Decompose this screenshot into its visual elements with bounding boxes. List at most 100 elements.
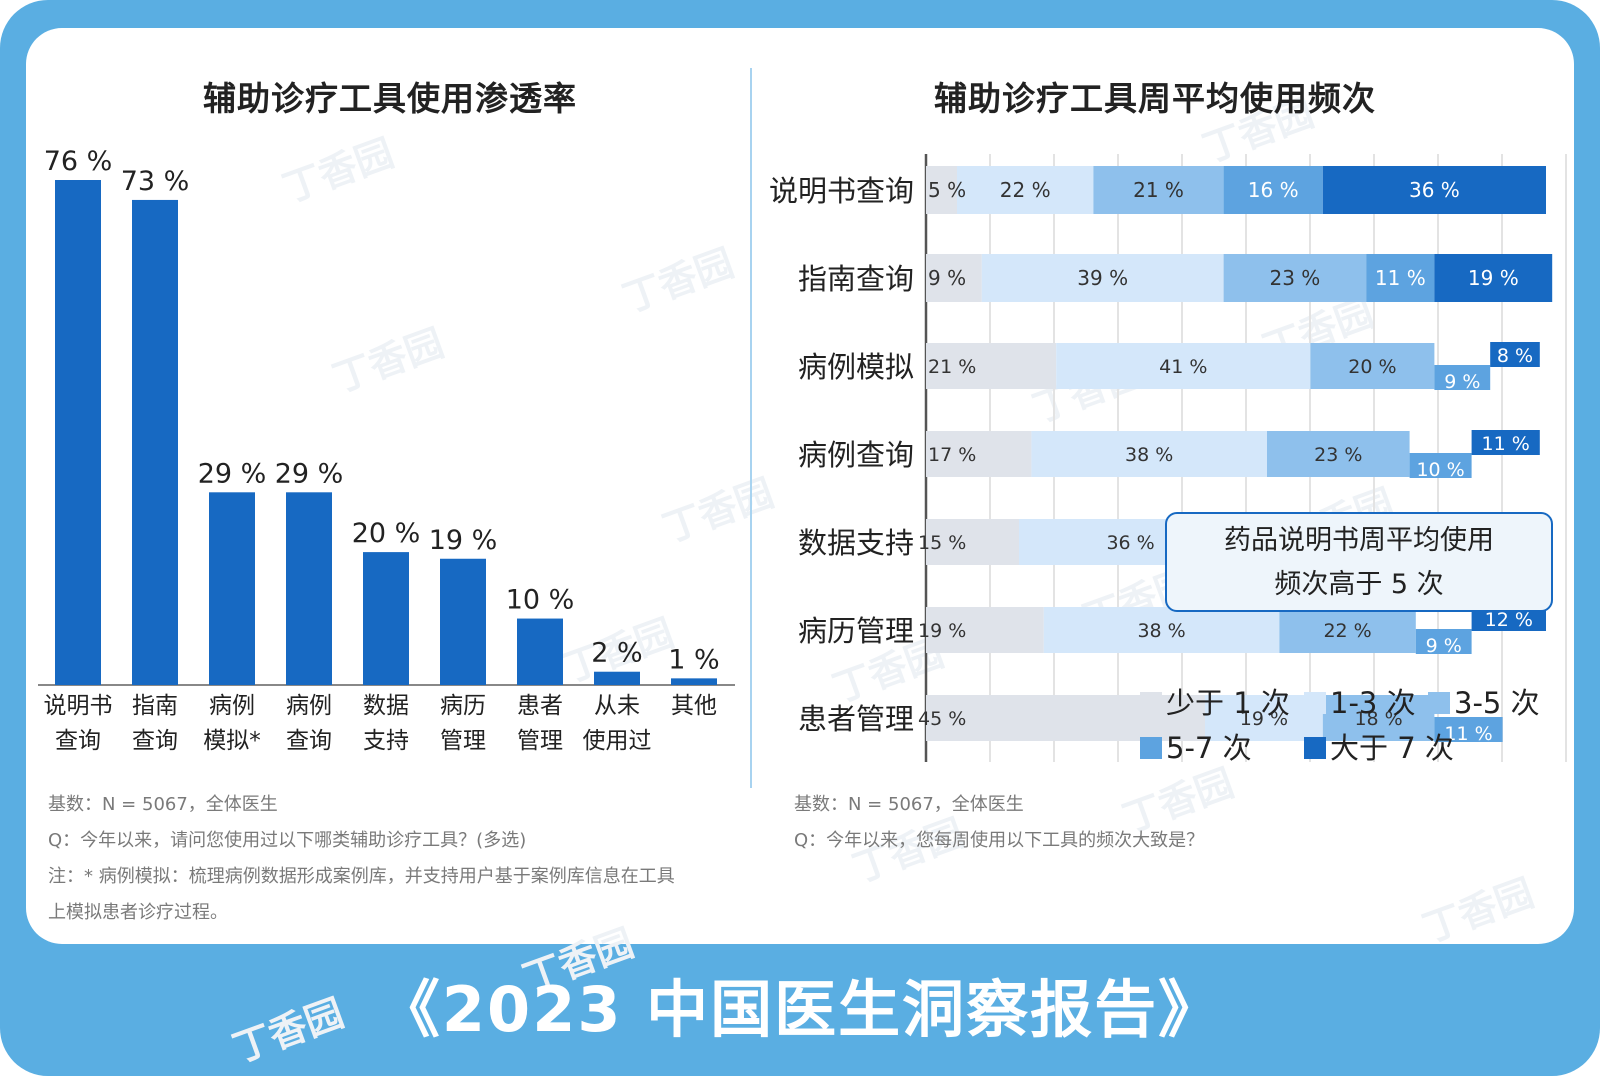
bar-value-label: 76 %: [44, 146, 113, 177]
legend-swatch: [1428, 692, 1450, 714]
segment: [926, 519, 1019, 565]
segment: [1366, 254, 1435, 302]
segment-value-label: 9 %: [928, 266, 966, 290]
segment-value-label: 38 %: [1137, 620, 1185, 642]
x-tick-label: 病例: [286, 693, 332, 719]
left-note-footnote-cont: 上模拟患者诊疗过程。: [48, 902, 228, 923]
right-chart-title: 辅助诊疗工具周平均使用频次: [934, 79, 1376, 118]
x-tick-label: 说明书: [44, 693, 113, 719]
bar-value-label: 20 %: [352, 518, 421, 549]
segment-value-label: 23 %: [1269, 266, 1320, 290]
segment: [1279, 607, 1416, 653]
segment: [1322, 166, 1546, 214]
segment: [1434, 254, 1553, 302]
y-tick-label: 说明书查询: [769, 174, 914, 208]
bar-value-label: 29 %: [198, 458, 267, 489]
x-tick-label: 病例: [209, 693, 255, 719]
y-tick-label: 病例模拟: [798, 350, 914, 384]
segment-value-label: 36 %: [1409, 178, 1460, 202]
segment: [926, 254, 982, 302]
right-note-question: Q：今年以来，您每周使用以下工具的频次大致是？: [794, 830, 1205, 851]
segment-value-label: 8 %: [1497, 345, 1533, 367]
callout-box: 药品说明书周平均使用 频次高于 5 次: [1165, 512, 1553, 612]
segment-value-label: 10 %: [1416, 459, 1464, 481]
y-tick-label: 数据支持: [798, 526, 914, 560]
segment: [1031, 431, 1267, 477]
segment: [1310, 343, 1435, 389]
segment-value-label: 19 %: [1468, 266, 1519, 290]
y-tick-label: 患者管理: [798, 702, 914, 736]
x-tick-label: 查询: [132, 728, 178, 754]
bar-value-label: 1 %: [668, 644, 719, 675]
callout-line-1: 药品说明书周平均使用: [1224, 525, 1494, 556]
segment-value-label: 12 %: [1485, 609, 1533, 631]
segment-value-label: 21 %: [1133, 178, 1184, 202]
x-tick-label: 支持: [363, 728, 409, 754]
segment-value-label: 19 %: [918, 620, 966, 642]
segment: [981, 254, 1224, 302]
left-chart-title: 辅助诊疗工具使用渗透率: [203, 79, 577, 118]
segment-value-label: 18 %: [1354, 708, 1402, 730]
right-note-base: 基数：N = 5067，全体医生: [794, 794, 1024, 815]
segment-value-label: 45 %: [918, 708, 966, 730]
callout-line-2: 频次高于 5 次: [1274, 569, 1444, 600]
x-tick-label: 指南: [132, 693, 178, 719]
segment: [926, 695, 1205, 741]
segment: [1223, 254, 1367, 302]
x-tick-label: 患者: [517, 693, 563, 719]
segment-value-label: 9 %: [1426, 635, 1462, 657]
bar-value-label: 73 %: [121, 166, 190, 197]
segment: [1434, 717, 1503, 742]
bar: [517, 618, 563, 685]
segment-value-label: 21 %: [928, 356, 976, 378]
bar-value-label: 10 %: [506, 585, 575, 616]
segment-value-label: 23 %: [1314, 444, 1362, 466]
segment-value-label: 41 %: [1159, 356, 1207, 378]
legend-swatch: [1140, 692, 1162, 714]
segment: [926, 166, 957, 214]
y-tick-label: 病例查询: [798, 438, 914, 472]
x-tick-label: 病历: [440, 693, 486, 719]
segment-value-label: 39 %: [1077, 266, 1128, 290]
segment-value-label: 38 %: [1125, 444, 1173, 466]
left-note-footnote: 注：* 病例模拟：梳理病例数据形成案例库，并支持用户基于案例库信息在工具: [48, 866, 675, 887]
legend-swatch: [1140, 737, 1162, 759]
legend-label: 少于 1 次: [1166, 686, 1290, 720]
x-tick-label: 数据: [363, 693, 409, 719]
segment: [1223, 166, 1323, 214]
bar: [671, 678, 717, 685]
bar-value-label: 2 %: [591, 638, 642, 669]
legend-swatch: [1304, 692, 1326, 714]
segment: [926, 431, 1032, 477]
segment-value-label: 11 %: [1375, 266, 1426, 290]
x-tick-label: 管理: [440, 728, 486, 754]
segment: [1093, 166, 1224, 214]
legend-label: 1-3 次: [1330, 686, 1416, 720]
segment-value-label: 11 %: [1482, 433, 1530, 455]
bar: [55, 180, 101, 685]
x-tick-label: 从未: [594, 693, 640, 719]
x-tick-label: 管理: [517, 728, 563, 754]
segment: [1056, 343, 1311, 389]
segment-value-label: 5 %: [928, 178, 966, 202]
segment: [1043, 607, 1280, 653]
segment: [957, 166, 1094, 214]
left-note-base: 基数：N = 5067，全体医生: [48, 794, 278, 815]
y-tick-label: 病历管理: [798, 614, 914, 648]
bar: [286, 492, 332, 685]
bar: [363, 552, 409, 685]
segment-value-label: 20 %: [1348, 356, 1396, 378]
segment: [926, 343, 1057, 389]
segment-value-label: 15 %: [918, 532, 966, 554]
bar: [594, 671, 640, 685]
bar: [132, 199, 178, 685]
bar-value-label: 19 %: [429, 525, 498, 556]
bar: [440, 558, 486, 685]
x-tick-label: 查询: [286, 728, 332, 754]
legend-label: 5-7 次: [1166, 731, 1252, 765]
bar: [209, 492, 255, 685]
segment: [1322, 695, 1435, 741]
segment: [1267, 431, 1410, 477]
segment-value-label: 9 %: [1444, 371, 1480, 393]
left-note-question: Q：今年以来，请问您使用过以下哪类辅助诊疗工具？(多选): [48, 830, 527, 851]
